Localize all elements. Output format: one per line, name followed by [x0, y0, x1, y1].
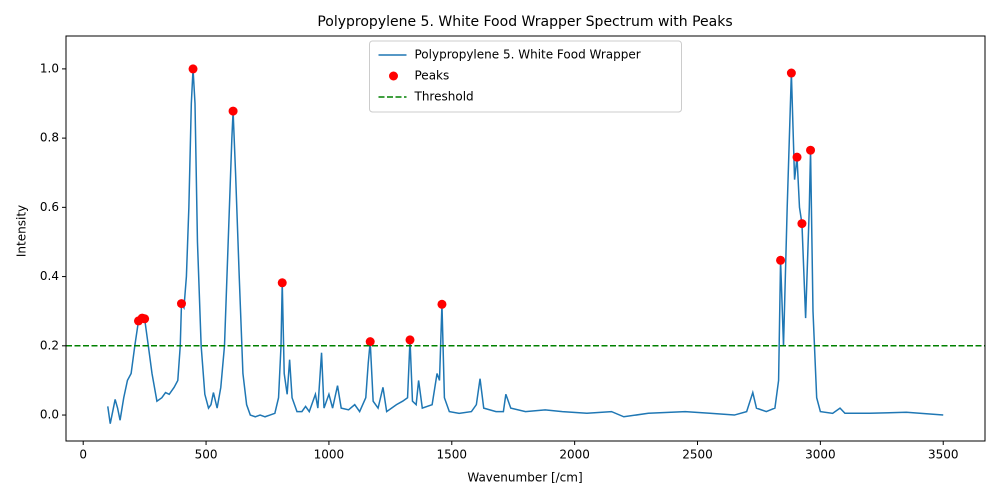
chart-title: Polypropylene 5. White Food Wrapper Spec…: [317, 14, 732, 30]
legend: Polypropylene 5. White Food Wrapper Peaks…: [369, 40, 682, 113]
y-tick-label: 0.2: [40, 338, 59, 352]
x-tick-label: 3500: [928, 448, 959, 462]
spectrum-line: [107, 68, 944, 424]
y-tick-label: 1.0: [40, 61, 59, 75]
peak-point: [140, 314, 150, 324]
peak-point: [786, 68, 796, 78]
peak-point: [797, 219, 807, 229]
peak-point: [405, 335, 415, 345]
legend-label: Threshold: [414, 90, 474, 104]
y-tick-label: 0.4: [40, 269, 59, 283]
x-tick-label: 1500: [437, 448, 468, 462]
peak-point: [277, 278, 287, 288]
legend-label: Peaks: [415, 69, 450, 83]
peak-point: [365, 337, 375, 347]
x-axis-label: Wavenumber [/cm]: [467, 471, 582, 485]
peak-point: [437, 299, 447, 309]
peak-point: [806, 145, 816, 155]
legend-swatch: [389, 71, 398, 81]
x-tick-label: 2500: [682, 448, 713, 462]
y-tick-label: 0.0: [40, 408, 59, 422]
x-tick-label: 2000: [559, 448, 590, 462]
peak-point: [792, 152, 802, 162]
peak-point: [176, 299, 186, 309]
plot-area: [66, 64, 985, 424]
x-tick-label: 1000: [314, 448, 345, 462]
x-tick-label: 0: [79, 448, 87, 462]
peak-point: [776, 255, 786, 265]
x-tick-label: 500: [195, 448, 218, 462]
y-tick-label: 0.8: [40, 131, 59, 145]
axes-frame: [65, 35, 986, 442]
x-tick-label: 3000: [805, 448, 836, 462]
peak-point: [188, 64, 198, 74]
y-axis-label: Intensity: [15, 205, 29, 257]
peak-point: [228, 106, 238, 116]
legend-box: [369, 40, 682, 113]
y-tick-label: 0.6: [40, 200, 59, 214]
legend-label: Polypropylene 5. White Food Wrapper: [415, 48, 641, 62]
